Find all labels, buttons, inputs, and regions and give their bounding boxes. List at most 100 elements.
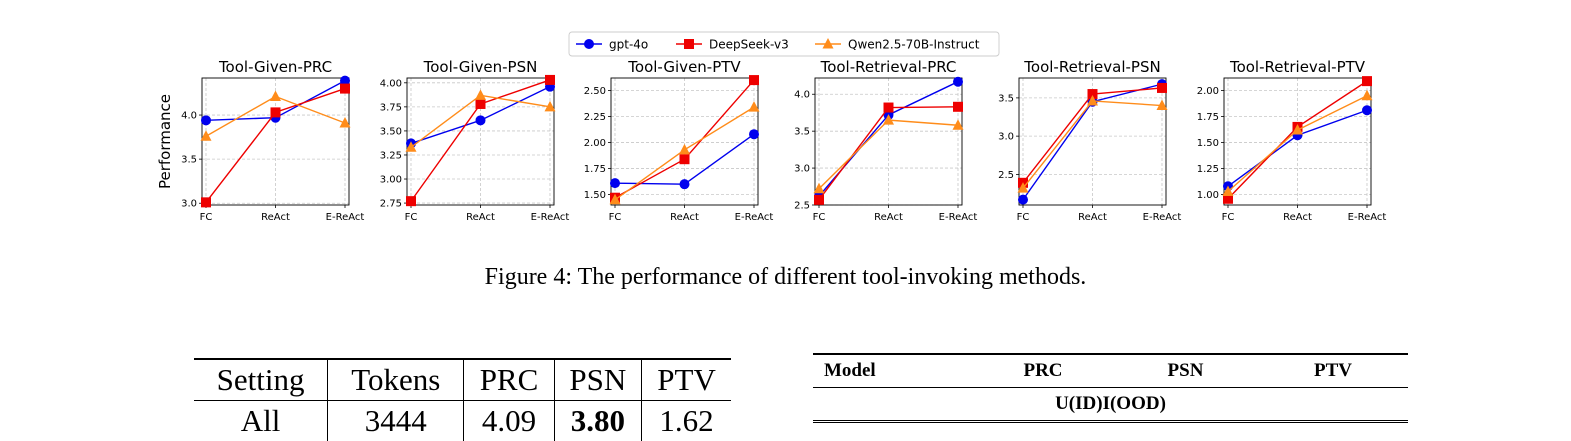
- chart-title: Tool-Retrieval-PSN: [1023, 58, 1160, 76]
- x-tick-label: FC: [200, 212, 213, 223]
- y-tick-label: 1.25: [1197, 164, 1219, 175]
- data-point: [680, 179, 690, 189]
- data-point: [476, 99, 486, 109]
- y-tick-label: 4.00: [380, 78, 402, 89]
- header-prc: PRC: [464, 359, 554, 401]
- chart-title: Tool-Retrieval-PTV: [1229, 58, 1366, 76]
- y-axis-label: Performance: [156, 94, 174, 189]
- x-tick-label: ReAct: [670, 212, 699, 223]
- x-tick-label: ReAct: [261, 212, 290, 223]
- y-tick-label: 2.5: [794, 201, 810, 212]
- x-tick-label: FC: [813, 212, 826, 223]
- table-header-row: Model PRC PSN PTV: [813, 354, 1408, 388]
- x-tick-label: FC: [1222, 212, 1235, 223]
- x-tick-label: FC: [1017, 212, 1030, 223]
- data-point: [884, 103, 894, 113]
- data-point: [1362, 76, 1372, 86]
- y-tick-label: 1.50: [1197, 138, 1219, 149]
- table-header-row: Setting Tokens PRC PSN PTV: [194, 359, 731, 401]
- y-tick-label: 1.75: [1197, 112, 1219, 123]
- x-tick-label: ReAct: [874, 212, 903, 223]
- y-tick-label: 2.75: [380, 199, 402, 210]
- header-ptv: PTV: [642, 359, 731, 401]
- y-tick-label: 3.75: [380, 102, 402, 113]
- header-psn: PSN: [1113, 354, 1258, 388]
- x-tick-label: E-ReAct: [326, 212, 365, 223]
- x-tick-label: E-ReAct: [531, 212, 570, 223]
- y-tick-label: 1.00: [1197, 190, 1219, 201]
- header-setting: Setting: [194, 359, 328, 401]
- x-tick-label: FC: [405, 212, 418, 223]
- data-point: [1018, 195, 1028, 205]
- data-point: [953, 77, 963, 87]
- y-tick-label: 2.25: [584, 112, 606, 123]
- y-tick-label: 2.5: [998, 170, 1014, 181]
- chart-panel-1: 3.0 3.5 4.0 FC ReAct E-ReAct Tool-Given-PRC Per…: [156, 58, 364, 223]
- header-model: Model: [813, 354, 973, 388]
- y-tick-label: 3.0: [794, 164, 810, 175]
- token-table: Setting Tokens PRC PSN PTV All 3444 4.09…: [194, 358, 731, 441]
- y-tick-label: 3.0: [998, 132, 1014, 143]
- chart-panel-6: 1.00 1.25 1.50 1.75 2.00 FC ReAct E-ReAct Tool-R…: [1197, 58, 1387, 223]
- data-point: [201, 197, 211, 207]
- legend-marker: [684, 39, 694, 49]
- y-tick-label: 4.0: [794, 90, 810, 101]
- y-tick-label: 3.5: [794, 127, 810, 138]
- chart-title: Tool-Retrieval-PRC: [820, 58, 957, 76]
- header-ptv: PTV: [1258, 354, 1408, 388]
- data-point: [475, 89, 486, 100]
- data-point: [953, 102, 963, 112]
- y-tick-label: 4.0: [181, 111, 197, 122]
- x-tick-label: ReAct: [1283, 212, 1312, 223]
- data-point: [406, 196, 416, 206]
- data-point: [749, 75, 759, 85]
- chart-panel-5: 2.5 3.0 3.5 FC ReAct E-ReAct Tool-Retrieval-PS…: [998, 58, 1181, 223]
- legend-label: gpt-4o: [609, 38, 648, 52]
- y-tick-label: 2.50: [584, 86, 606, 97]
- chart-title: Tool-Given-PRC: [218, 58, 332, 76]
- data-point: [271, 107, 281, 117]
- model-table: Model PRC PSN PTV U(ID)I(OOD): [813, 353, 1408, 423]
- data-point: [1157, 83, 1167, 93]
- data-point: [476, 115, 486, 125]
- chart-panel-3: 1.50 1.75 2.00 2.25 2.50 FC ReAct E-ReAct Tool-G…: [584, 58, 774, 223]
- y-tick-label: 3.5: [181, 155, 197, 166]
- legend-label: DeepSeek-v3: [709, 38, 789, 52]
- group-label: U(ID)I(OOD): [813, 388, 1408, 422]
- chart-title: Tool-Given-PSN: [423, 58, 538, 76]
- y-tick-label: 2.00: [1197, 86, 1219, 97]
- figure-caption: Figure 4: The performance of different t…: [0, 264, 1571, 291]
- x-tick-label: FC: [609, 212, 622, 223]
- data-point: [749, 129, 759, 139]
- figure-4-charts: 3.0 3.5 4.0 FC ReAct E-ReAct Tool-Given-PRC Per…: [0, 0, 1571, 250]
- data-point: [201, 115, 211, 125]
- data-point: [679, 144, 690, 155]
- y-tick-label: 1.50: [584, 190, 606, 201]
- x-tick-label: E-ReAct: [1348, 212, 1387, 223]
- x-tick-label: E-ReAct: [735, 212, 774, 223]
- group-row: U(ID)I(OOD): [813, 388, 1408, 422]
- header-tokens: Tokens: [328, 359, 464, 401]
- header-psn: PSN: [554, 359, 642, 401]
- data-point: [610, 178, 620, 188]
- y-tick-label: 2.00: [584, 138, 606, 149]
- data-point: [1362, 105, 1372, 115]
- y-tick-label: 3.5: [998, 93, 1014, 104]
- legend-marker: [584, 39, 594, 49]
- x-tick-label: ReAct: [1078, 212, 1107, 223]
- y-tick-label: 3.00: [380, 175, 402, 186]
- data-point: [270, 91, 281, 102]
- y-tick-label: 3.25: [380, 150, 402, 161]
- x-tick-label: E-ReAct: [1143, 212, 1182, 223]
- data-point: [545, 75, 555, 85]
- chart-title: Tool-Given-PTV: [627, 58, 741, 76]
- chart-legend: gpt-4o DeepSeek-v3 Qwen2.5-70B-Instruct: [569, 32, 999, 56]
- data-point: [340, 84, 350, 94]
- y-tick-label: 1.75: [584, 164, 606, 175]
- legend-label: Qwen2.5-70B-Instruct: [848, 38, 980, 52]
- y-tick-label: 3.0: [181, 199, 197, 210]
- y-tick-label: 3.50: [380, 126, 402, 137]
- data-point: [680, 154, 690, 164]
